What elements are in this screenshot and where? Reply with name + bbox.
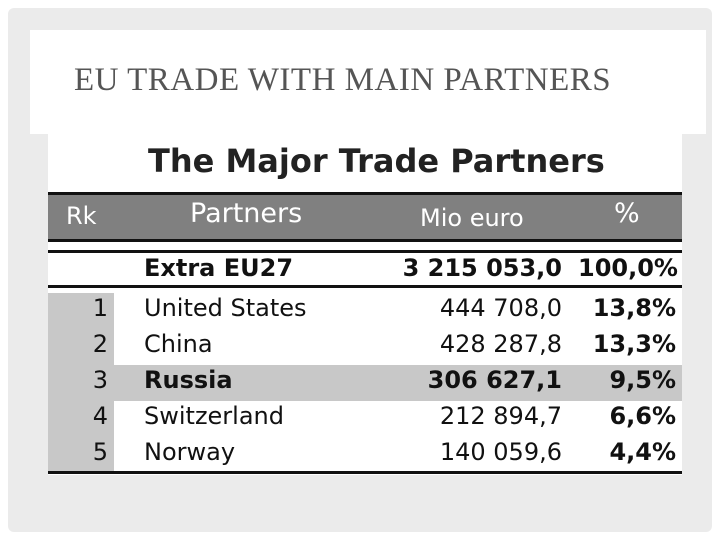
percent: 4,4%: [609, 438, 676, 466]
header-row: [48, 195, 682, 239]
total-value: 3 215 053,0: [402, 254, 562, 282]
table-title: The Major Trade Partners: [148, 142, 605, 180]
percent: 6,6%: [609, 402, 676, 430]
rule: [48, 471, 682, 474]
partner: China: [144, 330, 213, 358]
value: 212 894,7: [439, 402, 562, 430]
partner: Switzerland: [144, 402, 284, 430]
rank: 2: [92, 330, 108, 358]
rule: [48, 192, 682, 195]
rule: [48, 239, 682, 242]
column-header: Mio euro: [420, 204, 524, 232]
header: EU TRADE WITH MAIN PARTNERS: [30, 30, 706, 134]
percent: 13,3%: [592, 330, 676, 358]
value: 444 708,0: [439, 294, 562, 322]
total-partner: Extra EU27: [144, 254, 294, 282]
rank: 4: [92, 402, 108, 430]
column-header: Partners: [190, 198, 303, 229]
value: 140 059,6: [439, 438, 562, 466]
slide-title: EU TRADE WITH MAIN PARTNERS: [74, 62, 612, 98]
rank: 1: [92, 294, 108, 322]
column-header: Rk: [66, 202, 97, 230]
table: The Major Trade Partners Rk Partners Mio e…: [48, 130, 682, 475]
percent: 13,8%: [592, 294, 676, 322]
total-percent: 100,0%: [578, 254, 678, 282]
column-header: %: [614, 198, 640, 229]
highlight-row: [48, 365, 682, 401]
partner: United States: [144, 294, 307, 322]
partner: Norway: [144, 438, 236, 466]
rank: 3: [92, 366, 108, 394]
value: 428 287,8: [439, 330, 562, 358]
rule: [48, 285, 682, 288]
partner: Russia: [144, 366, 233, 394]
percent: 9,5%: [609, 366, 676, 394]
value: 306 627,1: [427, 366, 562, 394]
rule: [48, 250, 682, 253]
rank: 5: [92, 438, 108, 466]
